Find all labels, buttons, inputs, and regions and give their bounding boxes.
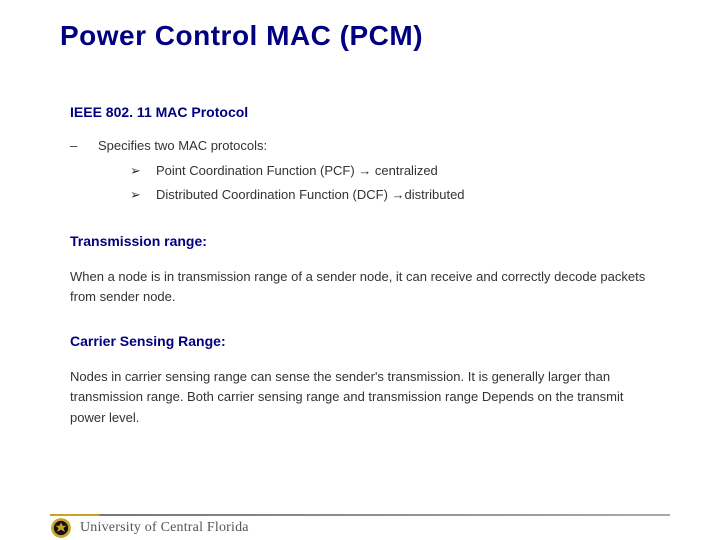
chevron-icon: ➢	[130, 163, 156, 179]
dash-bullet: –	[70, 138, 98, 153]
section2-body: When a node is in transmission range of …	[70, 267, 660, 307]
bullet-pcf-b: centralized	[371, 163, 437, 178]
arrow-icon: →	[392, 187, 405, 202]
bullet-dcf: ➢ Distributed Coordination Function (DCF…	[130, 187, 660, 203]
bullet-pcf-a: Point Coordination Function (PCF)	[156, 163, 358, 178]
section1-intro: Specifies two MAC protocols:	[98, 138, 267, 153]
bullet-dcf-b: distributed	[405, 187, 465, 202]
slide-title: Power Control MAC (PCM)	[60, 20, 423, 52]
section1-heading: IEEE 802. 11 MAC Protocol	[70, 104, 660, 120]
arrow-icon: →	[358, 163, 371, 178]
chevron-icon: ➢	[130, 187, 156, 203]
bullet-dcf-a: Distributed Coordination Function (DCF)	[156, 187, 392, 202]
university-name: University of Central Florida	[80, 520, 249, 536]
ucf-logo-icon	[50, 517, 72, 539]
section3-heading: Carrier Sensing Range:	[70, 333, 660, 349]
bullet-dcf-text: Distributed Coordination Function (DCF) …	[156, 187, 465, 203]
slide: Power Control MAC (PCM) IEEE 802. 11 MAC…	[0, 0, 720, 540]
bullet-pcf: ➢ Point Coordination Function (PCF) → ce…	[130, 163, 660, 179]
footer: University of Central Florida	[50, 516, 249, 540]
spacer	[70, 203, 660, 233]
slide-body: IEEE 802. 11 MAC Protocol – Specifies tw…	[70, 104, 660, 428]
spacer	[70, 307, 660, 333]
bullet-pcf-text: Point Coordination Function (PCF) → cent…	[156, 163, 438, 179]
section1-intro-row: – Specifies two MAC protocols:	[70, 138, 660, 153]
section3-body: Nodes in carrier sensing range can sense…	[70, 367, 660, 427]
section2-heading: Transmission range:	[70, 233, 660, 249]
